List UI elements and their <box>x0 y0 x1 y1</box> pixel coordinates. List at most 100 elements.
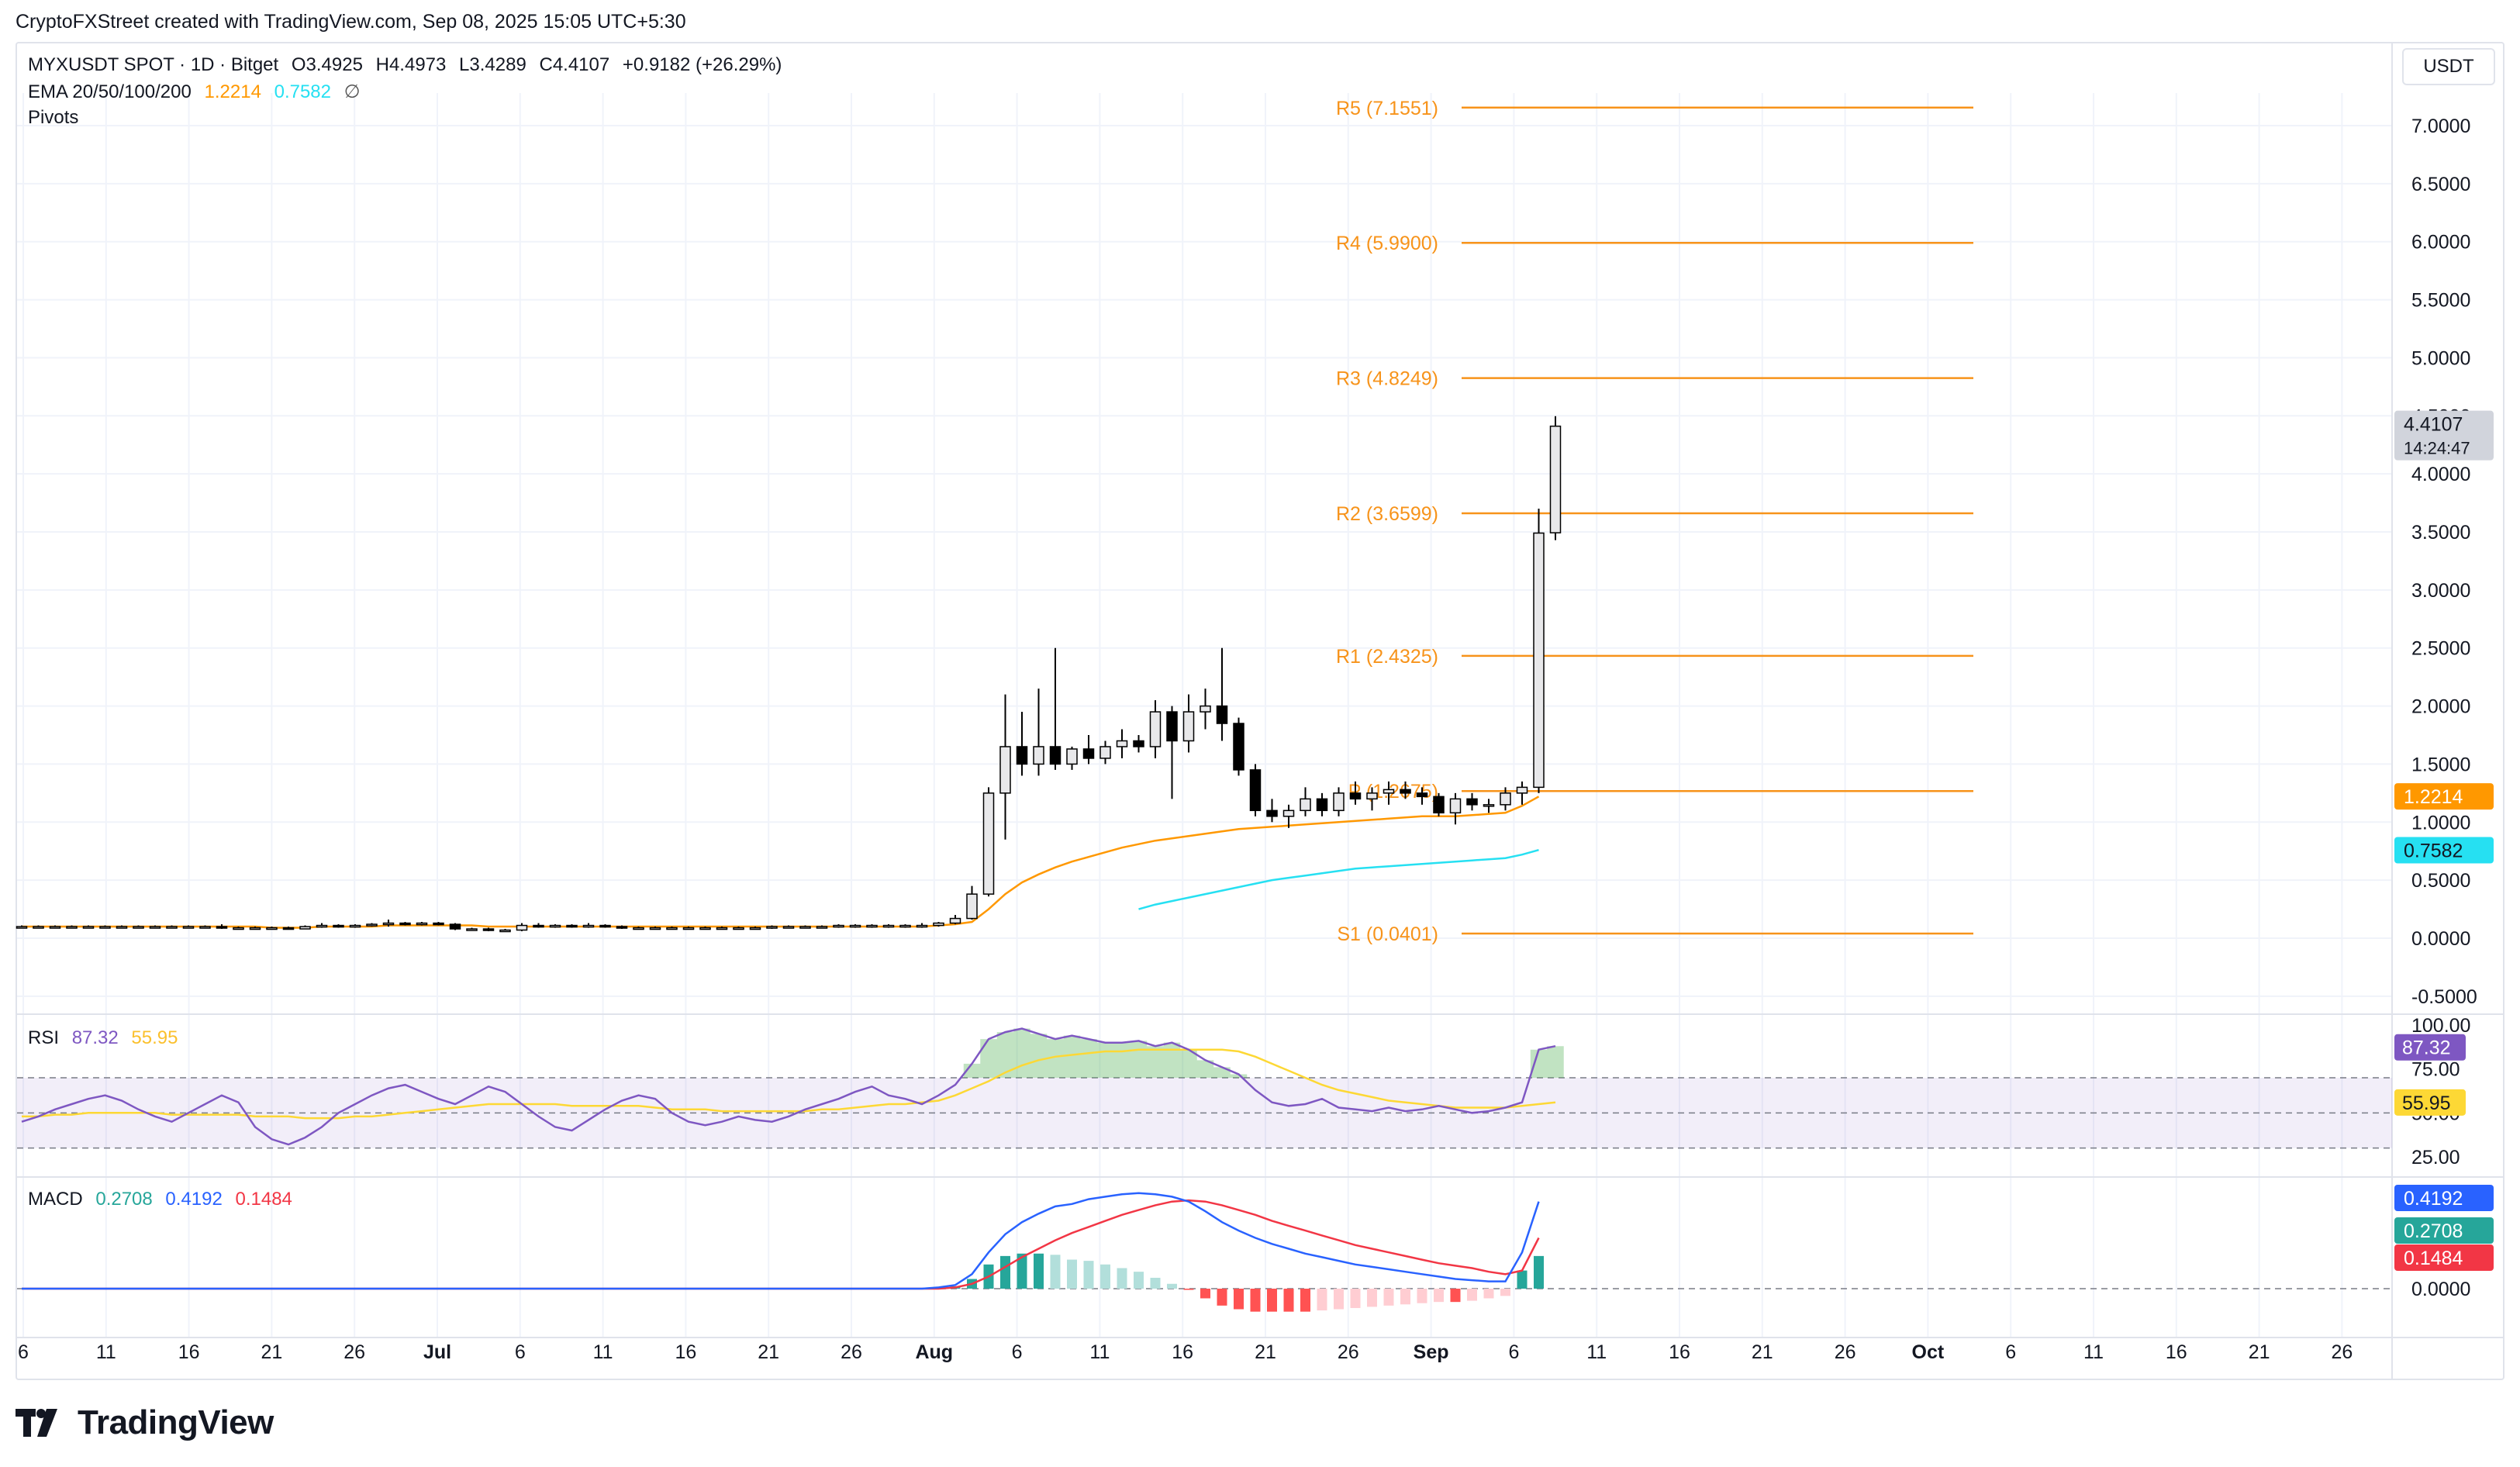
price-tick-label: 3.5000 <box>2411 522 2470 544</box>
candle-body <box>1433 796 1445 814</box>
rsi-tick-label: 25.00 <box>2411 1147 2460 1168</box>
grid-lines <box>16 42 2504 1380</box>
macd-histogram-bar <box>1167 1283 1177 1289</box>
candle-body <box>316 924 328 928</box>
candle-body <box>66 926 78 929</box>
axes: 7.00006.50006.00005.50005.00004.50004.00… <box>18 116 2477 1363</box>
candle-body <box>416 922 428 926</box>
candle-body <box>1349 792 1362 800</box>
time-tick-label: 26 <box>343 1341 365 1363</box>
time-tick-label: 16 <box>2166 1341 2187 1363</box>
ema50-value: 0.7582 <box>274 81 331 102</box>
rsi-value: 87.32 <box>71 1027 119 1048</box>
symbol-name[interactable]: MYXUSDT SPOT · 1D · Bitget <box>28 54 279 75</box>
time-tick-label: 16 <box>1172 1341 1193 1363</box>
candle-body <box>982 792 995 895</box>
pivots-legend[interactable]: Pivots <box>28 107 86 129</box>
candle-body <box>249 927 261 930</box>
candle-body <box>1549 425 1562 533</box>
macd-histogram-bar <box>1183 1289 1194 1290</box>
macd-histogram-bar <box>1200 1289 1210 1299</box>
ema-axis-tag-value: 0.7582 <box>2404 840 2463 861</box>
brand-name: TradingView <box>78 1403 274 1441</box>
macd-histogram-bar <box>1400 1289 1410 1305</box>
macd-histogram-bar <box>1234 1289 1244 1310</box>
price-tick-label: 2.5000 <box>2411 638 2470 660</box>
candle-body <box>1449 798 1462 814</box>
candle-body <box>433 922 444 926</box>
macd-histogram-bar <box>1050 1255 1061 1289</box>
candle-body <box>1316 798 1328 812</box>
rsi-tick-label: 75.00 <box>2411 1059 2460 1081</box>
candle-body <box>1082 748 1095 759</box>
signal-value: 0.4192 <box>165 1189 223 1210</box>
ema20-line <box>22 796 1540 929</box>
time-tick-label: 6 <box>1012 1341 1023 1363</box>
pivots-label: Pivots <box>28 107 79 128</box>
ema-na-value: ∅ <box>343 81 361 102</box>
rsi-ma-value: 55.95 <box>131 1027 178 1048</box>
price-tick-label: 6.0000 <box>2411 232 2470 254</box>
macd-histogram-bar <box>1034 1253 1044 1289</box>
time-tick-label: 21 <box>2249 1341 2270 1363</box>
candle-body <box>299 926 311 930</box>
last-price-tag <box>2394 410 2494 461</box>
price-tick-label: 7.0000 <box>2411 116 2470 137</box>
candle-body <box>833 924 844 928</box>
time-tick-label: 26 <box>841 1341 862 1363</box>
ema-axis-tag-value: 1.2214 <box>2404 786 2463 808</box>
price-tick-label: 1.5000 <box>2411 754 2470 775</box>
candle-body <box>1099 746 1111 759</box>
axis-tags: 4.4107 14:24:47 1.2214 0.7582 87.32 55.95 0.41… <box>2394 410 2494 1271</box>
ema-axis-tag <box>2394 837 2494 864</box>
time-tick-label: 21 <box>758 1341 779 1363</box>
macd-histogram-bar <box>1383 1289 1394 1306</box>
time-tick-label: 11 <box>96 1341 116 1363</box>
ema-label: EMA 20/50/100/200 <box>28 81 192 102</box>
candles <box>16 416 1562 933</box>
rsi-legend[interactable]: RSI 87.32 55.95 <box>28 1027 185 1049</box>
time-tick-label: 11 <box>1089 1341 1110 1363</box>
candle-body <box>866 924 878 928</box>
ema50-line <box>1138 848 1539 910</box>
tradingview-logo[interactable]: TradingView <box>16 1403 274 1442</box>
candle-body <box>1216 705 1228 724</box>
time-tick-label: 16 <box>675 1341 696 1363</box>
candle-body <box>782 926 795 929</box>
candle-body <box>199 926 211 929</box>
macd-legend[interactable]: MACD 0.2708 0.4192 0.1484 <box>28 1189 300 1210</box>
price-tick-label: 4.0000 <box>2411 464 2470 485</box>
chart-frame <box>16 42 2504 1380</box>
macd-histogram-bar <box>1250 1289 1261 1312</box>
macd-axis-tag <box>2394 1217 2494 1244</box>
macd-histogram-bar <box>1083 1261 1094 1289</box>
macd-histogram-bar <box>1267 1289 1277 1312</box>
candle-body <box>1416 792 1428 798</box>
candle-body <box>649 927 661 930</box>
macd-signal-line <box>22 1199 1540 1290</box>
bar-countdown: 14:24:47 <box>2404 439 2470 458</box>
time-tick-label: 26 <box>1835 1341 1856 1363</box>
time-tick-label: 6 <box>2005 1341 2016 1363</box>
macd-histogram-bar <box>1117 1268 1127 1289</box>
candle-body <box>882 924 895 928</box>
candle-body <box>1149 711 1162 747</box>
currency-button[interactable]: USDT <box>2402 48 2495 85</box>
candle-body <box>566 924 578 928</box>
ema-legend[interactable]: EMA 20/50/100/200 1.2214 0.7582 ∅ <box>28 81 368 103</box>
candle-body <box>1066 748 1078 765</box>
candle-body <box>499 929 511 933</box>
time-tick-label: 11 <box>2083 1341 2104 1363</box>
price-tick-label: 0.5000 <box>2411 870 2470 892</box>
price-tick-label: -0.5000 <box>2411 986 2477 1008</box>
candle-body <box>49 926 61 929</box>
candle-body <box>1033 746 1044 765</box>
macd-histogram-bar <box>1334 1289 1344 1310</box>
candle-body <box>166 926 178 929</box>
macd-pane <box>17 1192 2392 1312</box>
candle-body <box>999 746 1011 794</box>
time-tick-label: 16 <box>1669 1341 1690 1363</box>
ohlc-high: H4.4973 <box>375 54 447 75</box>
macd-histogram-bar <box>1100 1264 1110 1289</box>
